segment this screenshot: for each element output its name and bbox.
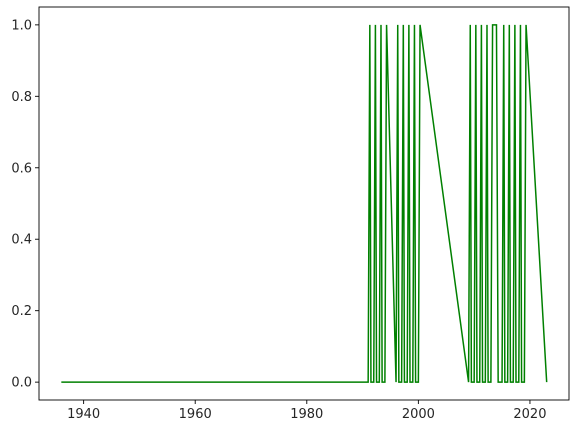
y-tick-label: 1.0 bbox=[11, 18, 32, 33]
x-axis: 1940 1960 1980 2000 2020 bbox=[67, 400, 546, 422]
y-tick-label: 0.4 bbox=[11, 233, 32, 248]
x-tick-label: 1940 bbox=[67, 407, 100, 422]
plot-frame bbox=[38, 6, 570, 401]
y-axis: 0.0 0.2 0.4 0.6 0.8 1.0 bbox=[11, 18, 39, 391]
plot-background bbox=[39, 7, 569, 400]
y-tick-label: 0.8 bbox=[11, 90, 32, 105]
y-tick-label: 0.2 bbox=[11, 304, 32, 319]
x-tick-label: 1960 bbox=[179, 407, 212, 422]
x-tick-label: 1980 bbox=[290, 407, 323, 422]
series-line bbox=[61, 24, 548, 383]
x-tick-label: 2020 bbox=[513, 407, 546, 422]
y-tick-label: 0.6 bbox=[11, 161, 32, 176]
y-tick-label: 0.0 bbox=[11, 376, 32, 391]
x-tick-label: 2000 bbox=[402, 407, 435, 422]
